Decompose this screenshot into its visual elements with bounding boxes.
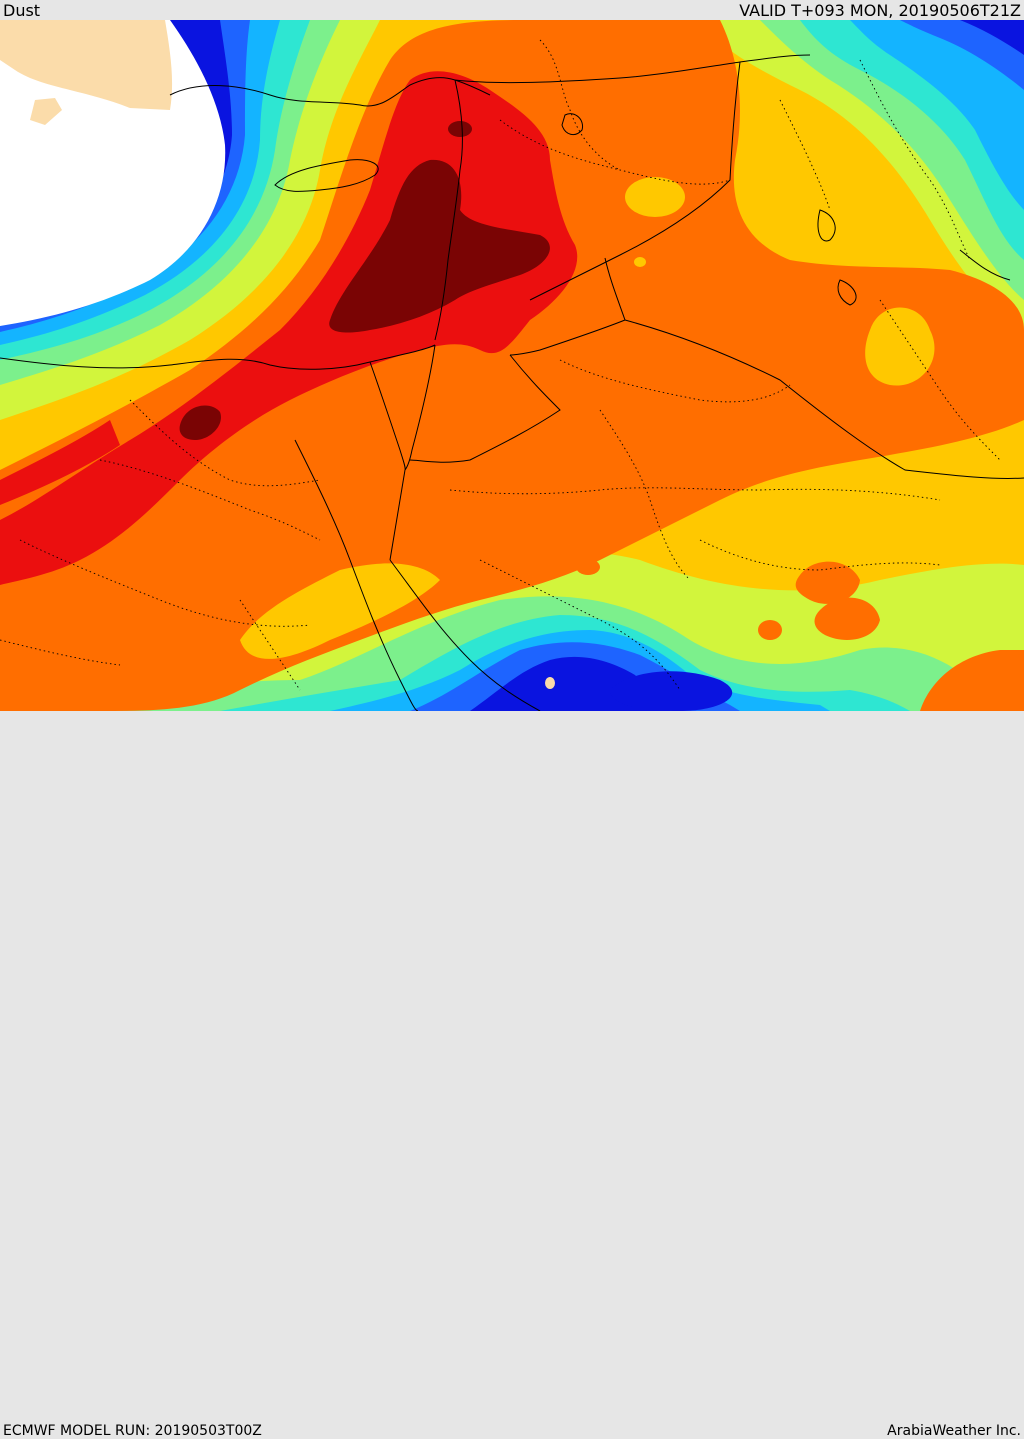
core-level-10-c [179,405,221,440]
se-corner-level-8 [920,650,1024,711]
product-title: Dust [3,1,41,20]
se-blob-level-8-d [576,559,600,575]
masked-land-spot [545,677,555,689]
admin-boundary-2 [499,119,731,185]
gulf-coastline-a [817,209,836,242]
admin-boundary-14 [239,599,301,691]
dust-concentration-map [0,20,1024,711]
core-level-10-a [329,159,550,333]
admin-boundary-3 [559,359,791,403]
map-canvas [0,20,1024,711]
se-blob-level-8-a [795,561,860,604]
admin-boundary-1 [539,39,621,171]
plume-level-9-tail [0,420,120,505]
footer-bar: ECMWF MODEL RUN: 20190503T00Z ArabiaWeat… [0,711,1024,1439]
admin-boundary-10 [779,99,831,211]
egypt-north-coastline [0,344,436,370]
admin-boundary-5 [449,487,941,501]
aqaba-gulf [389,469,406,561]
subnational-boundaries [0,39,1001,691]
cyprus-outline [274,159,379,192]
masked-land-greece-turkey [0,20,173,110]
border-egypt-israel [369,361,406,471]
south-field-level-1b [610,671,733,711]
se-blob-level-8-c [758,620,782,640]
ne-field-level-1 [960,20,1024,55]
ne-field-level-2 [900,20,1024,90]
header-bar: Dust VALID T+093 MON, 20190506T21Z [0,0,1024,20]
gulf-coastline-b [837,279,857,306]
admin-boundary-9 [859,59,971,261]
model-run-label: ECMWF MODEL RUN: 20190503T00Z [3,1423,262,1439]
hole-level-7-a [625,177,685,217]
border-syria-iraq [529,61,741,301]
border-jordan-saudi [409,354,561,463]
admin-boundary-6 [129,399,321,487]
red-sea-east-coast [389,559,541,711]
levant-coastline [434,79,463,341]
admin-boundary-15 [0,639,121,666]
border-syria-turkey [454,54,811,84]
masked-land-island [30,98,62,125]
hole-level-7-b [634,257,646,267]
ne-field-level-3 [850,20,1024,210]
lake-tharthar [561,113,584,136]
core-level-10-b [448,121,472,137]
sw-field-level-7 [240,563,440,659]
se-blob-level-8-b [814,597,880,640]
border-iraq-saudi [509,257,626,356]
border-iraq-saudi-long [624,319,1024,479]
border-israel-jordan [404,344,436,471]
brand-label: ArabiaWeather Inc. [887,1423,1021,1439]
hole-level-7-c [865,307,935,386]
suez-gulf [294,439,419,711]
national-borders [369,54,1024,479]
admin-boundary-11 [879,299,1001,461]
valid-time: VALID T+093 MON, 20190506T21Z [739,1,1021,20]
gulf-coastline-c [959,249,1011,281]
plume-level-8 [0,20,1024,711]
